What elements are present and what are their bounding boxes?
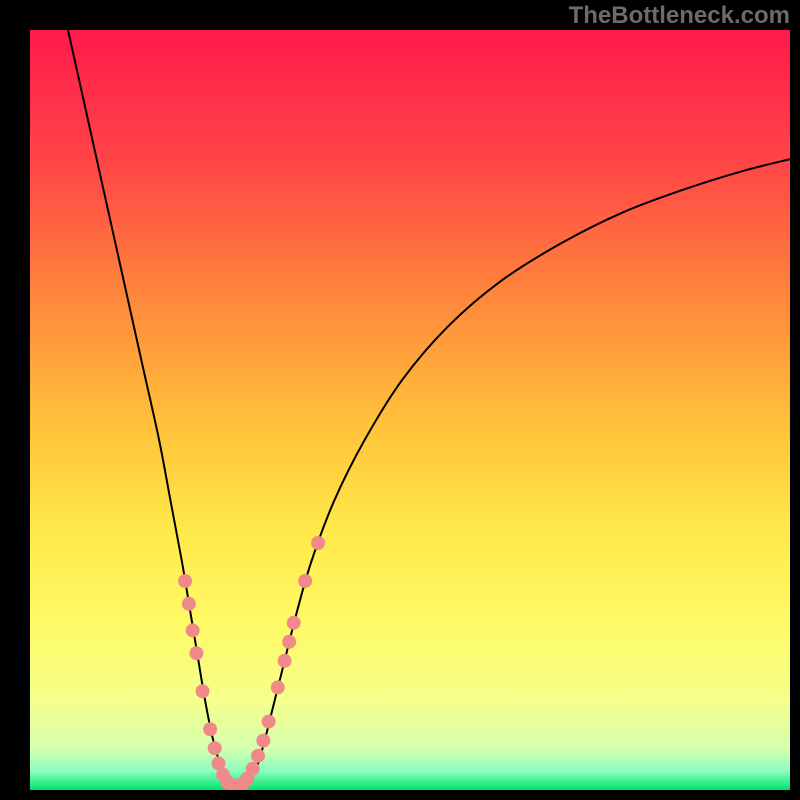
data-point [203,722,217,736]
data-point [196,684,210,698]
data-point [282,635,296,649]
data-point [208,741,222,755]
data-point [271,680,285,694]
data-point [251,749,265,763]
bottleneck-curve-plot [30,30,790,790]
chart-canvas: TheBottleneck.com [0,0,800,800]
data-point [256,734,270,748]
data-point [311,536,325,550]
gradient-background [30,30,790,790]
data-point [298,574,312,588]
data-point [189,646,203,660]
data-point [287,616,301,630]
watermark-text: TheBottleneck.com [569,2,790,30]
data-point [262,715,276,729]
data-point [186,623,200,637]
data-point [178,574,192,588]
data-point [246,762,260,776]
data-point [278,654,292,668]
data-point [182,597,196,611]
